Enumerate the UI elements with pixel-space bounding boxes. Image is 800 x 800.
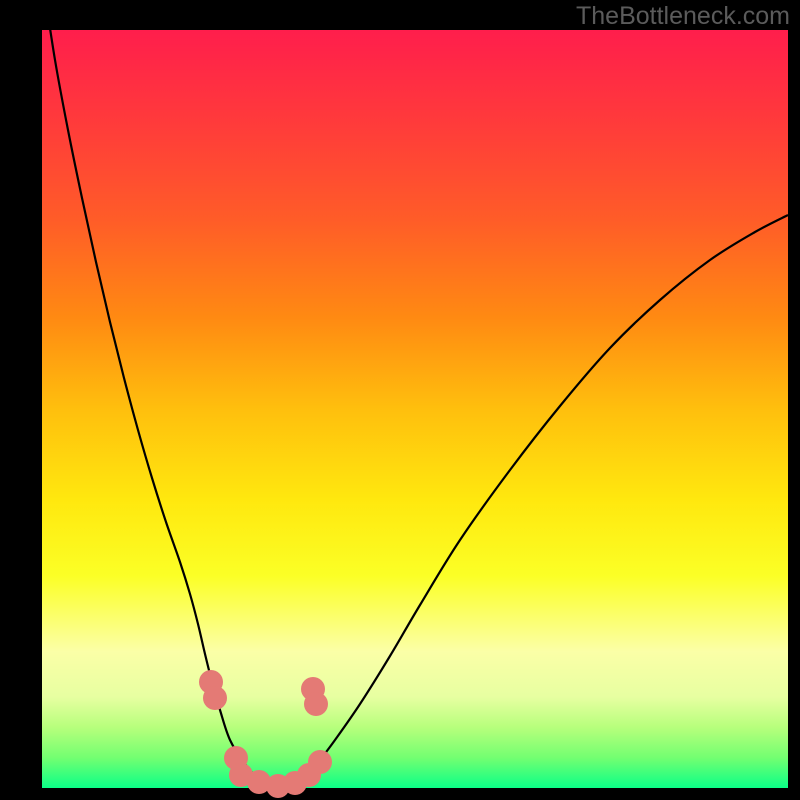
- data-markers: [199, 670, 332, 798]
- data-marker: [304, 692, 328, 716]
- data-marker: [308, 750, 332, 774]
- bottleneck-curve: [44, 0, 788, 787]
- curve-path: [44, 0, 788, 787]
- chart-root: TheBottleneck.com: [0, 0, 800, 800]
- data-marker: [203, 686, 227, 710]
- curve-layer: [0, 0, 800, 800]
- watermark-text: TheBottleneck.com: [576, 2, 790, 31]
